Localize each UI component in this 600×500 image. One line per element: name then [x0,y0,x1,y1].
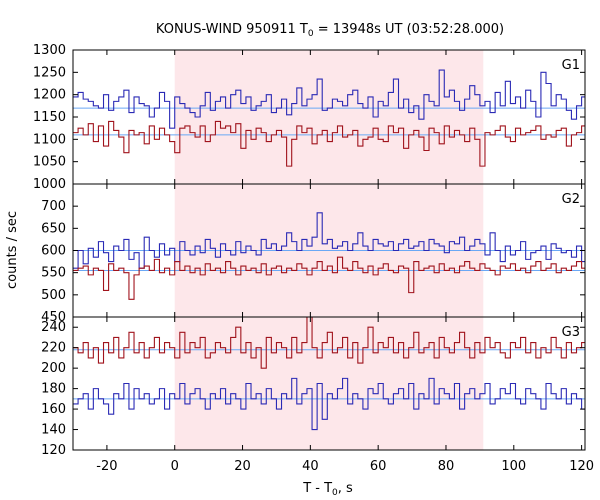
series-blue-g3 [73,377,585,431]
panel-label-g1: G1 [562,58,580,73]
y-tick-label: 650 [41,221,66,236]
y-tick-label: 160 [41,402,66,417]
label-layer: 1000105011001150120012501300G14505005506… [33,43,594,474]
chart-title-subscript: 0 [308,29,314,39]
y-tick-label: 700 [41,199,66,214]
highlight-region-g3 [174,317,484,450]
x-axis-label-main: T - T [302,481,332,496]
y-tick-label: 1200 [33,88,66,103]
chart-title: KONUS-WIND 950911 T0 = 13948s UT (03:52:… [156,22,504,39]
series-blue-g1 [73,69,585,129]
y-tick-label: 1300 [33,43,66,58]
y-axis-label: counts / sec [5,211,20,289]
y-tick-label: 220 [41,341,66,356]
series-red-g3 [73,316,585,369]
x-tick-label: 120 [569,459,594,474]
y-tick-label: 1100 [33,132,66,147]
chart-title-rest: = 13948s UT (03:52:28.000) [314,22,504,37]
y-tick-label: 120 [41,443,66,458]
x-tick-label: -20 [96,459,117,474]
x-tick-label: 100 [501,459,526,474]
x-axis-label-rest: , s [338,481,353,496]
y-tick-label: 600 [41,244,66,259]
y-tick-label: 240 [41,320,66,335]
y-tick-label: 180 [41,382,66,397]
panel-label-g2: G2 [562,192,580,207]
x-tick-label: 0 [171,459,179,474]
x-axis-label-subscript: 0 [332,488,338,498]
y-tick-label: 1150 [33,110,66,125]
y-tick-label: 500 [41,288,66,303]
panel-label-g3: G3 [562,325,580,340]
series-red-g2 [73,256,585,300]
y-tick-label: 1250 [33,65,66,80]
x-tick-label: 40 [302,459,319,474]
y-tick-label: 1050 [33,155,66,170]
x-tick-label: 20 [234,459,251,474]
highlight-region-g1 [174,50,484,184]
series-blue-g2 [73,212,585,269]
frame-layer [72,49,586,451]
panel-frame-g3 [72,316,586,451]
chart-title-main: KONUS-WIND 950911 T [156,22,308,37]
series-layer [73,69,585,431]
x-axis-label: T - T0, s [302,481,353,498]
y-tick-label: 1000 [33,177,66,192]
y-tick-label: 200 [41,361,66,376]
series-red-g1 [73,120,585,167]
y-tick-label: 550 [41,266,66,281]
x-tick-label: 80 [438,459,455,474]
y-tick-label: 450 [41,310,66,325]
y-tick-label: 140 [41,423,66,438]
x-tick-label: 60 [370,459,387,474]
